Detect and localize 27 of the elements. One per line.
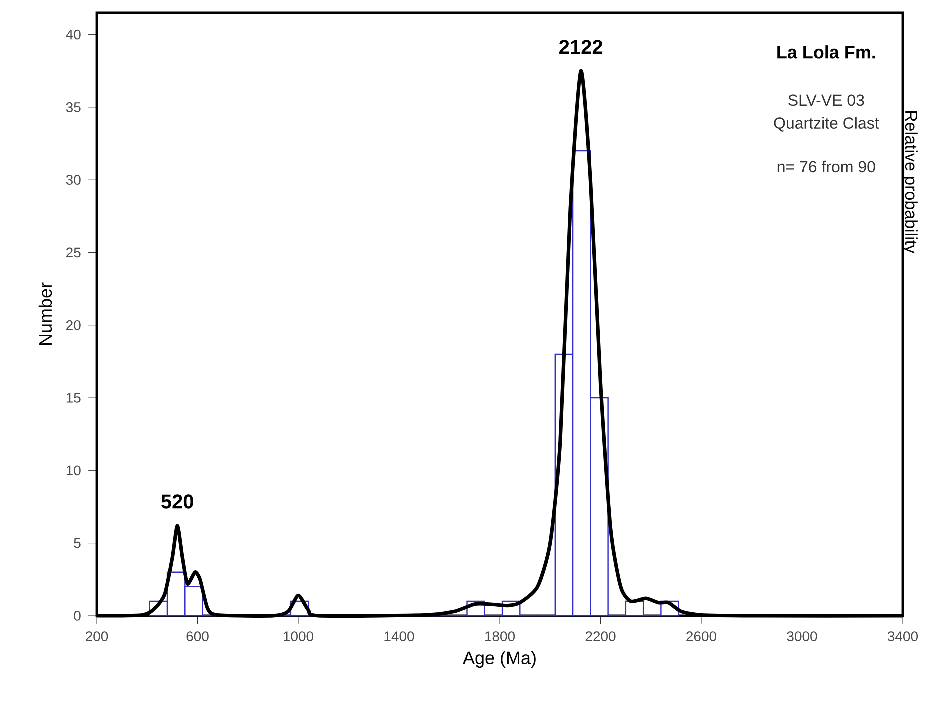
- y-tick-label: 40: [66, 30, 81, 40]
- annotation: 2122: [560, 40, 603, 54]
- annotation: 520: [162, 494, 194, 509]
- x-tick-label: 2600: [686, 632, 717, 642]
- x-tick-label: 600: [186, 632, 209, 642]
- y-axis-title: Number: [38, 282, 52, 346]
- x-tick-label: 1400: [384, 632, 414, 642]
- annotation: n= 76 from 90: [778, 160, 876, 173]
- y-tick-label: 15: [66, 393, 81, 403]
- x-tick-label: 1000: [284, 632, 314, 642]
- y-tick-label: 20: [66, 320, 81, 330]
- y-tick-label: 35: [66, 102, 81, 112]
- x-tick-label: 3000: [787, 632, 818, 642]
- y-tick-label: 10: [66, 466, 81, 476]
- y-tick-label: 25: [66, 248, 81, 258]
- text: La Lola Fm.: [778, 46, 876, 59]
- x-tick-label: 200: [86, 632, 108, 642]
- annotation: SLV-VE 03: [788, 94, 864, 106]
- x-axis-title: Age (Ma): [463, 651, 536, 668]
- x-tick-label: 2200: [586, 632, 616, 642]
- y2-axis-title: Relative probability: [902, 111, 918, 254]
- annotation: Quartzite Clast: [774, 117, 880, 132]
- x-tick-label: 3400: [888, 632, 918, 642]
- x-tick-label: 1800: [485, 632, 516, 642]
- y-tick-label: 5: [74, 538, 81, 548]
- y-tick-label: 0: [74, 611, 81, 621]
- y-tick-label: 30: [66, 175, 81, 186]
